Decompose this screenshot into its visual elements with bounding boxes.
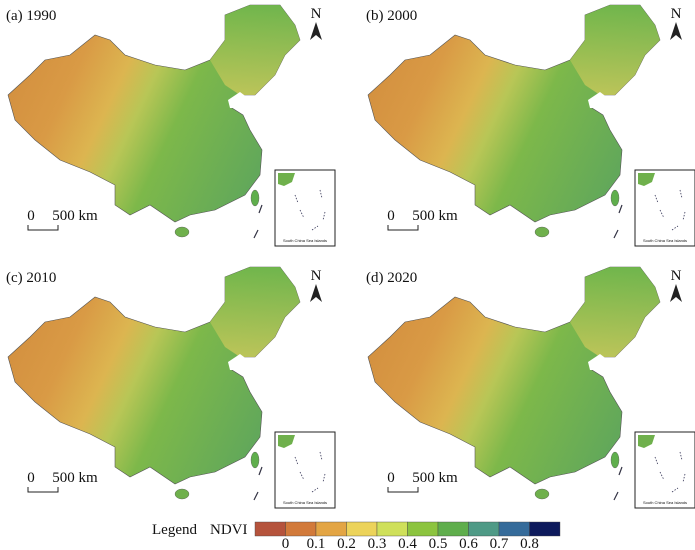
scale-zero: 0 xyxy=(387,470,395,486)
map-panel: (d) 2020 N 0 500 km South China Sea Islands xyxy=(366,266,695,509)
northeast-region xyxy=(210,267,300,357)
north-label: N xyxy=(311,268,322,284)
legend-tick: 0.6 xyxy=(459,536,478,550)
panel-label: (d) 2020 xyxy=(366,270,417,286)
legend-swatch xyxy=(376,521,408,537)
legend-tick: 0.3 xyxy=(368,536,387,550)
taiwan xyxy=(610,451,620,469)
scale-bar xyxy=(27,487,59,493)
legend-swatch xyxy=(346,521,378,537)
north-arrow xyxy=(670,22,682,40)
bohai-sea xyxy=(228,354,248,370)
north-arrow xyxy=(310,22,322,40)
panel-label: (a) 1990 xyxy=(6,8,56,24)
inset-dashes xyxy=(294,189,326,231)
hainan xyxy=(534,488,550,500)
legend-swatch xyxy=(315,521,347,537)
islands xyxy=(253,204,263,239)
scale-bar xyxy=(387,225,419,231)
legend-tick: 0.1 xyxy=(307,536,326,550)
scale-length: 500 km xyxy=(52,208,98,224)
legend-tick: 0 xyxy=(282,536,290,550)
legend-title: Legend xyxy=(152,522,197,538)
north-label: N xyxy=(671,268,682,284)
legend-swatch xyxy=(468,521,500,537)
taiwan xyxy=(250,451,260,469)
scale-bar xyxy=(387,487,419,493)
inset-label: South China Sea Islands xyxy=(283,238,327,243)
legend-swatch xyxy=(407,521,439,537)
hainan xyxy=(534,226,550,238)
bohai-sea xyxy=(228,92,248,108)
bohai-sea xyxy=(588,354,608,370)
northeast-region xyxy=(570,267,660,357)
inset-coast xyxy=(638,173,655,186)
scale-length: 500 km xyxy=(412,470,458,486)
panel-label: (b) 2000 xyxy=(366,8,417,24)
inset-dashes xyxy=(654,189,686,231)
scale-zero: 0 xyxy=(27,470,35,486)
northeast-region xyxy=(210,5,300,95)
scale-zero: 0 xyxy=(27,208,35,224)
inset-dashes xyxy=(294,451,326,493)
hainan xyxy=(174,488,190,500)
map-panel: (c) 2010 N 0 500 km South China Sea Islands xyxy=(6,266,336,509)
inset-label: South China Sea Islands xyxy=(283,500,327,505)
inset-coast xyxy=(278,435,295,448)
inset-label: South China Sea Islands xyxy=(643,500,687,505)
north-label: N xyxy=(671,6,682,22)
legend-tick: 0.4 xyxy=(398,536,417,550)
scale-bar xyxy=(27,225,59,231)
north-arrow xyxy=(670,284,682,302)
legend-swatch xyxy=(498,521,530,537)
taiwan xyxy=(250,189,260,207)
islands xyxy=(253,466,263,501)
map-panel: (b) 2000 N 0 500 km South China Sea Islands xyxy=(366,4,695,247)
scale-length: 500 km xyxy=(412,208,458,224)
bohai-sea xyxy=(588,92,608,108)
inset-coast xyxy=(278,173,295,186)
legend-variable: NDVI xyxy=(210,522,248,538)
map-panel: (a) 1990 N 0 500 km South China Sea Islands xyxy=(6,4,336,247)
legend-tick: 0.2 xyxy=(337,536,356,550)
legend-swatch xyxy=(437,521,469,537)
scale-zero: 0 xyxy=(387,208,395,224)
legend-tick: 0.7 xyxy=(490,536,509,550)
legend-tick: 0.5 xyxy=(429,536,448,550)
islands xyxy=(613,466,623,501)
north-arrow xyxy=(310,284,322,302)
islands xyxy=(613,204,623,239)
north-label: N xyxy=(311,6,322,22)
hainan xyxy=(174,226,190,238)
scale-length: 500 km xyxy=(52,470,98,486)
taiwan xyxy=(610,189,620,207)
inset-coast xyxy=(638,435,655,448)
legend-swatch xyxy=(254,521,286,537)
inset-dashes xyxy=(654,451,686,493)
northeast-region xyxy=(570,5,660,95)
panel-label: (c) 2010 xyxy=(6,270,56,286)
legend-swatch xyxy=(529,521,561,537)
legend-tick: 0.8 xyxy=(520,536,539,550)
legend-swatch xyxy=(285,521,317,537)
inset-label: South China Sea Islands xyxy=(643,238,687,243)
